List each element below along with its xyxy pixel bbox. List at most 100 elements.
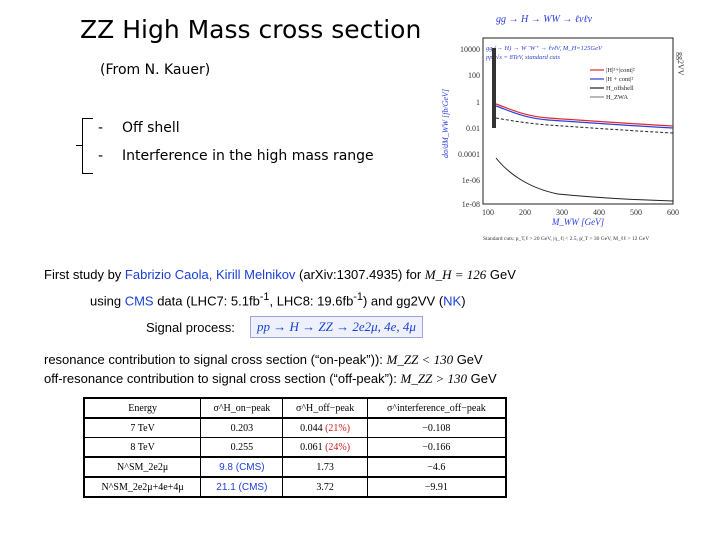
y-tick-label: 1e-08 <box>462 200 480 209</box>
table-cell-off: 0.044 (21%) <box>282 417 368 438</box>
off-value: 0.061 <box>300 441 323 453</box>
plot-svg: gg → H → WW → ℓνℓν gg2VV dσ/dM_WW [fb/Ge… <box>441 14 685 242</box>
table-row: N^SM_2e2μ 9.8 (CMS) 1.73 −4.6 <box>83 456 507 478</box>
table-header-row: Energy σ^H_on−peak σ^H_off−peak σ^interf… <box>83 397 507 419</box>
table-cell-on: 0.203 <box>200 417 284 438</box>
table-row: 8 TeV 0.255 0.061 (24%) −0.166 <box>83 437 507 458</box>
line-text: off-resonance contribution to signal cro… <box>44 371 397 386</box>
table-cell-energy: 7 TeV <box>83 417 202 438</box>
authors-link[interactable]: Fabrizio Caola, Kirill Melnikov <box>124 267 296 282</box>
slide-subtitle: (From N. Kauer) <box>100 62 211 78</box>
table-header: Energy <box>83 397 202 419</box>
table-cell-off: 0.061 (24%) <box>282 437 368 458</box>
y-tick-label: 0.01 <box>466 124 480 133</box>
off-value: 3.72 <box>316 481 334 493</box>
bullet-dash: - <box>98 120 104 136</box>
line-text: (arXiv:1307.4935) for <box>295 267 425 282</box>
curve-black-dashed <box>495 117 674 134</box>
mww-distribution-plot: gg → H → WW → ℓνℓν gg2VV dσ/dM_WW [fb/Ge… <box>428 8 690 244</box>
on-peak-math: M_ZZ < 130 <box>386 352 454 367</box>
plot-side-label: gg2VV <box>676 52 685 76</box>
table-cell-intf: −4.6 <box>366 456 507 478</box>
line-text: resonance contribution to signal cross s… <box>44 352 383 367</box>
off-value: 1.73 <box>316 461 334 473</box>
resonance-peak <box>492 48 496 128</box>
table-header: σ^H_off−peak <box>282 397 368 419</box>
nk-link[interactable]: NK <box>443 293 462 309</box>
mh-math: M_H = 126 <box>424 267 487 282</box>
off-value: 0.044 <box>300 422 323 434</box>
x-tick-label: 200 <box>519 208 531 217</box>
table-row: N^SM_2e2μ+4e+4μ 21.1 (CMS) 3.72 −9.91 <box>83 476 507 498</box>
bullet-text: Interference in the high mass range <box>122 148 374 164</box>
x-tick-label: 300 <box>556 208 568 217</box>
line-text: using <box>90 293 125 309</box>
line-text: , LHC8: 19.6fb <box>269 293 354 309</box>
legend-entry: H_ZWA <box>606 94 628 101</box>
table-header: σ^H_on−peak <box>200 397 284 419</box>
line-text: ) and gg2VV ( <box>362 293 444 309</box>
y-tick-label: 1 <box>476 98 480 107</box>
bullet-bracket-tick <box>76 145 82 146</box>
x-tick-label: 100 <box>482 208 494 217</box>
y-tick-label: 0.0001 <box>458 150 480 159</box>
table-cell-energy: 8 TeV <box>83 437 202 458</box>
off-percent: (24%) <box>325 441 351 453</box>
off-peak-math: M_ZZ > 130 <box>400 371 468 386</box>
plot-title: gg → H → WW → ℓνℓν <box>496 14 593 25</box>
table-cell-energy: N^SM_2e2μ <box>83 456 202 478</box>
table-cell-off: 1.73 <box>282 456 368 478</box>
table-cell-intf: −0.166 <box>366 437 507 458</box>
line-text: First study by <box>44 267 125 282</box>
cross-section-table: Energy σ^H_on−peak σ^H_off−peak σ^interf… <box>83 397 507 498</box>
line-text: ) <box>461 293 466 309</box>
superscript: -1 <box>259 291 270 303</box>
table-header: σ^interference_off−peak <box>366 397 507 419</box>
x-tick-label: 400 <box>593 208 605 217</box>
off-peak-line: off-resonance contribution to signal cro… <box>44 371 497 387</box>
plot-footnote: Standard cuts: p_T,ℓ > 20 GeV, |η_ℓ| < 2… <box>483 235 649 242</box>
off-percent: (21%) <box>325 422 351 434</box>
cms-link[interactable]: CMS <box>124 293 154 309</box>
y-tick-label: 10000 <box>460 45 480 54</box>
table-cell-intf: −9.91 <box>366 476 507 498</box>
curve-zwa <box>495 157 674 202</box>
line-text: GeV <box>453 352 483 367</box>
plot-ylabel: dσ/dM_WW [fb/GeV] <box>441 89 450 158</box>
signal-label: Signal process: <box>146 320 235 335</box>
legend-entry: |H|²+|cont|² <box>606 67 635 74</box>
table-row: 7 TeV 0.203 0.044 (21%) −0.108 <box>83 417 507 438</box>
table-cell-energy: N^SM_2e2μ+4e+4μ <box>83 476 202 498</box>
plot-process-line1: gg (→ H) → W⁻W⁺ → ℓνℓ̄ν̄, M_H=125GeV <box>486 45 603 52</box>
plot-xlabel: M_WW [GeV] <box>551 217 605 227</box>
y-tick-label: 100 <box>468 71 480 80</box>
table-cell-on: 21.1 (CMS) <box>200 476 284 498</box>
plot-process-line2: pp, √s = 8TeV, standard cuts <box>485 53 560 61</box>
table-cell-off: 3.72 <box>282 476 368 498</box>
slide-title: ZZ High Mass cross section <box>80 15 422 44</box>
x-tick-label: 600 <box>667 208 679 217</box>
x-tick-label: 500 <box>630 208 642 217</box>
y-tick-label: 1e-06 <box>462 176 480 185</box>
line-text: GeV <box>486 267 516 282</box>
line-text: GeV <box>467 371 497 386</box>
bullet-bracket <box>82 118 93 174</box>
line-text: data (LHC7: 5.1fb <box>153 293 260 309</box>
plot-legend: |H|²+|cont|² |H + cont|² H_offshell H_ZW… <box>590 67 635 101</box>
table-cell-on: 0.255 <box>200 437 284 458</box>
bullet-item-off-shell: - Off shell <box>98 120 180 136</box>
table-cell-on: 9.8 (CMS) <box>200 456 284 478</box>
bullet-item-interference: - Interference in the high mass range <box>98 148 374 164</box>
signal-process-box: pp → H → ZZ → 2e2μ, 4e, 4μ <box>250 316 423 338</box>
on-peak-line: resonance contribution to signal cross s… <box>44 352 483 368</box>
table-cell-intf: −0.108 <box>366 417 507 438</box>
legend-entry: H_offshell <box>606 85 634 92</box>
data-line: using CMS data (LHC7: 5.1fb-1, LHC8: 19.… <box>90 291 466 308</box>
bullet-dash: - <box>98 148 104 164</box>
plot-frame <box>482 37 674 205</box>
bullet-text: Off shell <box>122 120 180 136</box>
first-study-line: First study by Fabrizio Caola, Kirill Me… <box>44 267 516 283</box>
superscript: -1 <box>353 291 363 303</box>
curve-blue <box>495 105 674 129</box>
legend-entry: |H + cont|² <box>606 76 633 83</box>
